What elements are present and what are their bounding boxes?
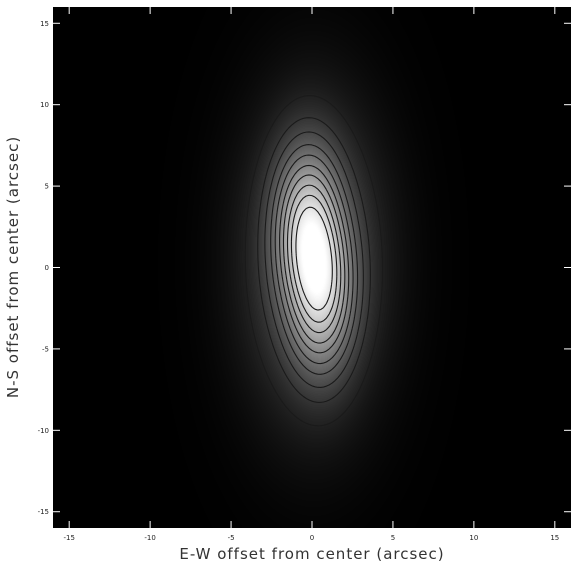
y-tick-label: 10 [40, 101, 49, 109]
contour-level-10 [295, 206, 333, 311]
y-tick-label: -10 [38, 427, 49, 435]
y-axis-title: N-S offset from center (arcsec) [4, 136, 22, 398]
contour-lines [244, 95, 384, 427]
y-tick-label: 5 [45, 183, 49, 191]
intensity-image [53, 7, 571, 528]
contour-level-4 [270, 144, 359, 375]
contour-level-8 [286, 184, 342, 334]
contour-level-3 [264, 131, 364, 388]
x-tick-label: 10 [469, 534, 478, 542]
contour-level-5 [274, 154, 354, 365]
contour-level-6 [279, 164, 350, 354]
axes: -15 -10 -5 0 5 10 15 -15 -10 -5 0 5 10 15 [38, 7, 571, 542]
contour-level-1 [244, 95, 384, 427]
x-axis-title: E-W offset from center (arcsec) [179, 545, 444, 563]
y-tick-label: -5 [42, 345, 49, 353]
y-tick-label: 15 [40, 20, 49, 28]
y-tick-label: 0 [45, 264, 49, 272]
contour-level-9 [290, 194, 338, 323]
x-tick-label: -5 [228, 534, 235, 542]
contour-level-7 [282, 174, 346, 344]
x-tick-label: 5 [391, 534, 395, 542]
x-tick-label: 0 [310, 534, 314, 542]
x-tick-label: 15 [550, 534, 559, 542]
y-tick-label: -15 [38, 508, 49, 516]
x-tick-label: -15 [63, 534, 74, 542]
x-tick-label: -10 [144, 534, 155, 542]
contour-level-2 [257, 117, 371, 403]
